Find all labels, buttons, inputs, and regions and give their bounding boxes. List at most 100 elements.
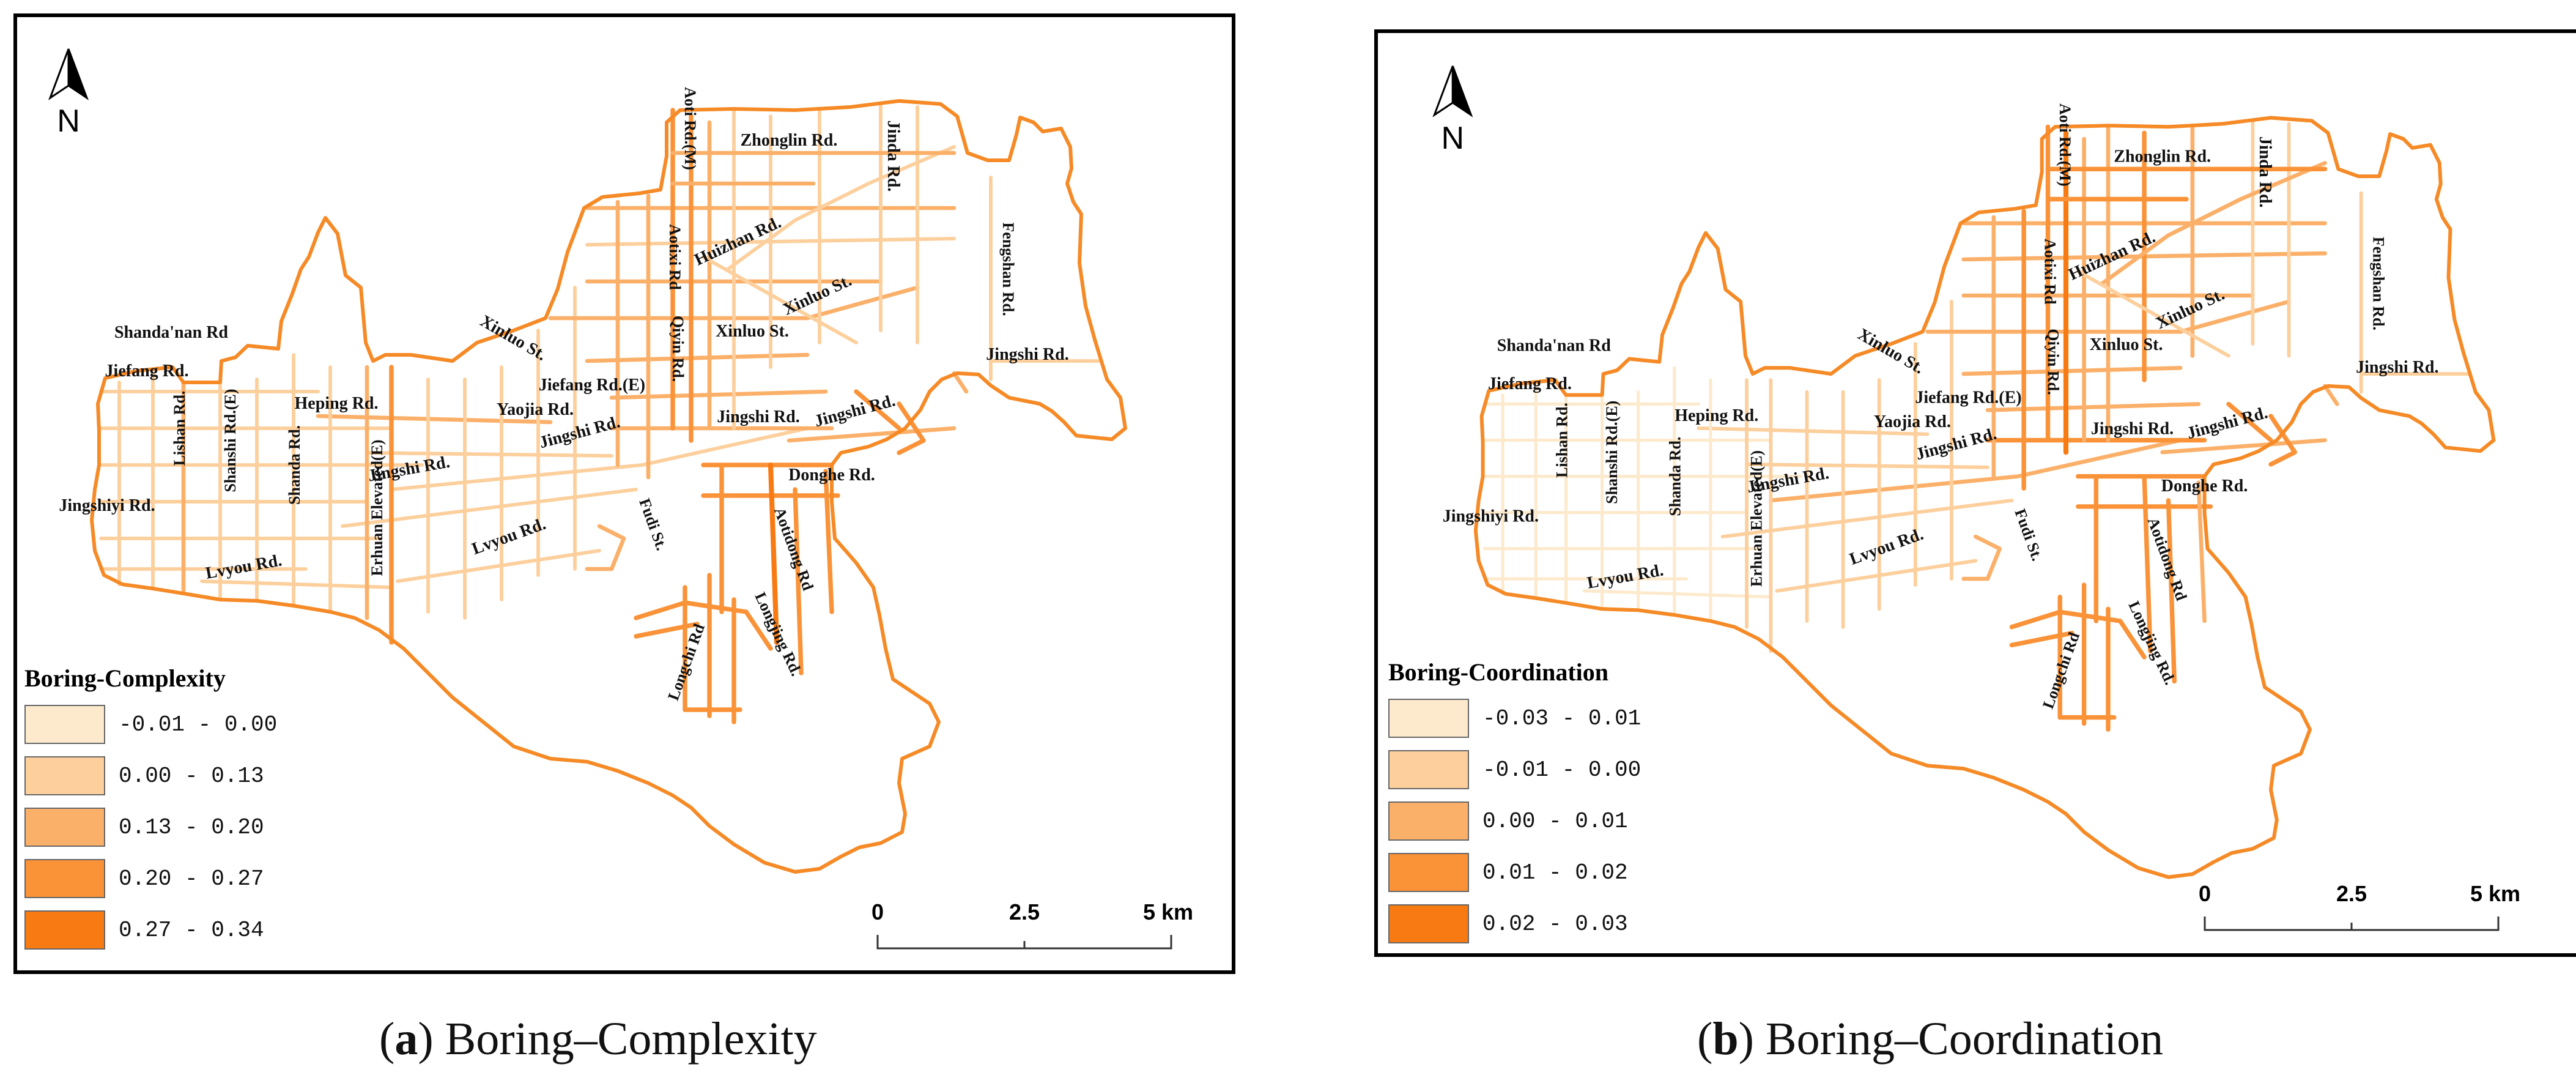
road-segment	[390, 426, 809, 491]
legend-swatch	[1388, 801, 1469, 841]
legend-label: 0.20 - 0.27	[119, 866, 264, 891]
scale-label: 5 km	[1142, 899, 1194, 924]
legend-swatch	[24, 705, 105, 744]
road-segment	[793, 487, 804, 675]
road-label: Shanda'nan Rd	[1497, 337, 1611, 355]
road-label: Jingshiyi Rd.	[1443, 507, 1539, 526]
road-label: Yaojia Rd.	[497, 400, 574, 419]
scale-label: 2.5	[2336, 881, 2367, 906]
road-label: Heping Rd.	[295, 394, 379, 413]
road-segment	[396, 549, 601, 583]
legend-swatch	[24, 756, 105, 795]
road-segment	[2196, 480, 2207, 623]
road-segment	[2142, 474, 2153, 653]
road-label: Jingshi Rd.	[2356, 358, 2438, 377]
road-label: Jingshi Rd.	[2091, 420, 2174, 439]
road-label: Shanda'nan Rd	[114, 323, 228, 342]
road-segment	[1769, 438, 2183, 503]
road-segment	[2268, 414, 2297, 467]
scale-label: 0	[871, 899, 884, 924]
legend-b: Boring-Coordination -0.03 - 0.01 -0.01 -…	[1388, 658, 1641, 943]
road-segment	[2166, 498, 2177, 684]
caption-a: (a) Boring–Complexity	[379, 1013, 817, 1065]
scale-label: 2.5	[1009, 899, 1040, 924]
road-label: Qiyin Rd.	[669, 316, 687, 382]
road-segment	[2226, 401, 2273, 443]
road-segment	[1961, 534, 2002, 581]
road-label: Jingshiyi Rd.	[59, 496, 155, 515]
legend-label: 0.01 - 0.02	[1482, 860, 1628, 885]
road-label: Jinda Rd.	[884, 121, 903, 192]
legend-item: 0.00 - 0.01	[1388, 801, 1641, 841]
scale-label: 5 km	[2470, 881, 2521, 906]
road-segment	[823, 469, 834, 614]
road-label: Jiefang Rd.	[105, 362, 189, 381]
road-label: Xinluo St.	[780, 271, 855, 319]
legend-item: 0.00 - 0.13	[24, 756, 277, 795]
road-segment	[341, 488, 638, 528]
legend-swatch	[1388, 699, 1469, 738]
scale-bar-a: 0 2.5 5 km	[871, 899, 1193, 954]
road-segment	[897, 401, 926, 455]
road-label: Jiefang Rd.	[1488, 374, 1572, 393]
legend-label: 0.00 - 0.01	[1482, 808, 1628, 834]
road-segment	[768, 462, 780, 645]
legend-item: -0.03 - 0.01	[1388, 699, 1641, 738]
legend-label: 0.00 - 0.13	[119, 763, 264, 789]
road-label: Fudi St.	[635, 496, 670, 553]
road-label: Donghe Rd.	[788, 466, 875, 485]
legend-item: 0.27 - 0.34	[24, 910, 277, 950]
legend-swatch	[1388, 904, 1469, 943]
map-b: Zhonglin Rd. Jinda Rd.Aoti Rd.(M)Huizhan …	[1432, 65, 2496, 879]
road-segment	[1697, 426, 1930, 436]
road-segment	[2118, 619, 2147, 660]
study-area-boundary	[90, 99, 1127, 874]
road-label: Jingshi Rd.	[986, 345, 1068, 364]
legend-swatch	[24, 859, 105, 898]
road-label: Lvyou Rd.	[204, 551, 284, 582]
road-segment	[2323, 384, 2339, 406]
legend-item: 0.02 - 0.03	[1388, 904, 1641, 943]
scale-bar-b: 0 2.5 5 km	[2198, 881, 2520, 936]
road-label: Aoti Rd.(M)	[681, 87, 699, 170]
legend-label: 0.13 - 0.20	[119, 814, 264, 840]
road-segment	[1745, 463, 1989, 469]
scale-line	[876, 935, 1172, 950]
legend-label: 0.27 - 0.34	[119, 917, 264, 943]
road-segment	[200, 579, 393, 589]
legend-swatch	[1388, 853, 1469, 892]
road-segment	[365, 451, 613, 458]
legend-swatch	[24, 910, 105, 950]
legend-a: Boring-Complexity -0.01 - 0.00 0.00 - 0.…	[24, 664, 277, 950]
road-segment	[316, 414, 553, 425]
caption-b: (b) Boring–Coordination	[1697, 1013, 2164, 1065]
road-segment	[2076, 269, 2230, 358]
legend-label: 0.02 - 0.03	[1482, 911, 1628, 937]
road-segment	[2160, 438, 2327, 455]
road-label: Heping Rd.	[1675, 406, 1758, 425]
north-arrow-icon: N	[1432, 65, 1473, 156]
legend-item: 0.20 - 0.27	[24, 859, 277, 898]
road-label: Shanshi Rd.(E)	[221, 389, 239, 492]
road-segment	[726, 145, 956, 271]
north-label: N	[1442, 121, 1465, 156]
road-segment	[1582, 589, 1772, 599]
road-label: Zhonglin Rd.	[2114, 147, 2211, 166]
map-a: Zhonglin Rd. Jinda Rd.Aoti Rd.(M)Huizhan …	[48, 48, 1127, 874]
scale-line	[2204, 917, 2500, 931]
scale-label: 0	[2198, 881, 2211, 906]
road-label: Lishan Rd.	[171, 391, 188, 466]
road-segment	[952, 371, 969, 394]
legend-swatch	[24, 808, 105, 847]
road-label: Shanshi Rd.(E)	[1603, 401, 1621, 504]
road-segment	[1961, 366, 2183, 376]
road-label: Jiefang Rd.(E)	[539, 376, 645, 395]
road-segment	[786, 426, 957, 443]
road-segment	[1720, 499, 2014, 538]
road-label: Qiyin Rd.	[2045, 329, 2062, 395]
road-segment	[585, 524, 626, 571]
legend-item: -0.01 - 0.00	[24, 705, 277, 744]
road-label: Xinluo St.	[2090, 335, 2163, 354]
legend-label: -0.03 - 0.01	[1482, 705, 1641, 731]
road-label: Donghe Rd.	[2161, 477, 2248, 496]
